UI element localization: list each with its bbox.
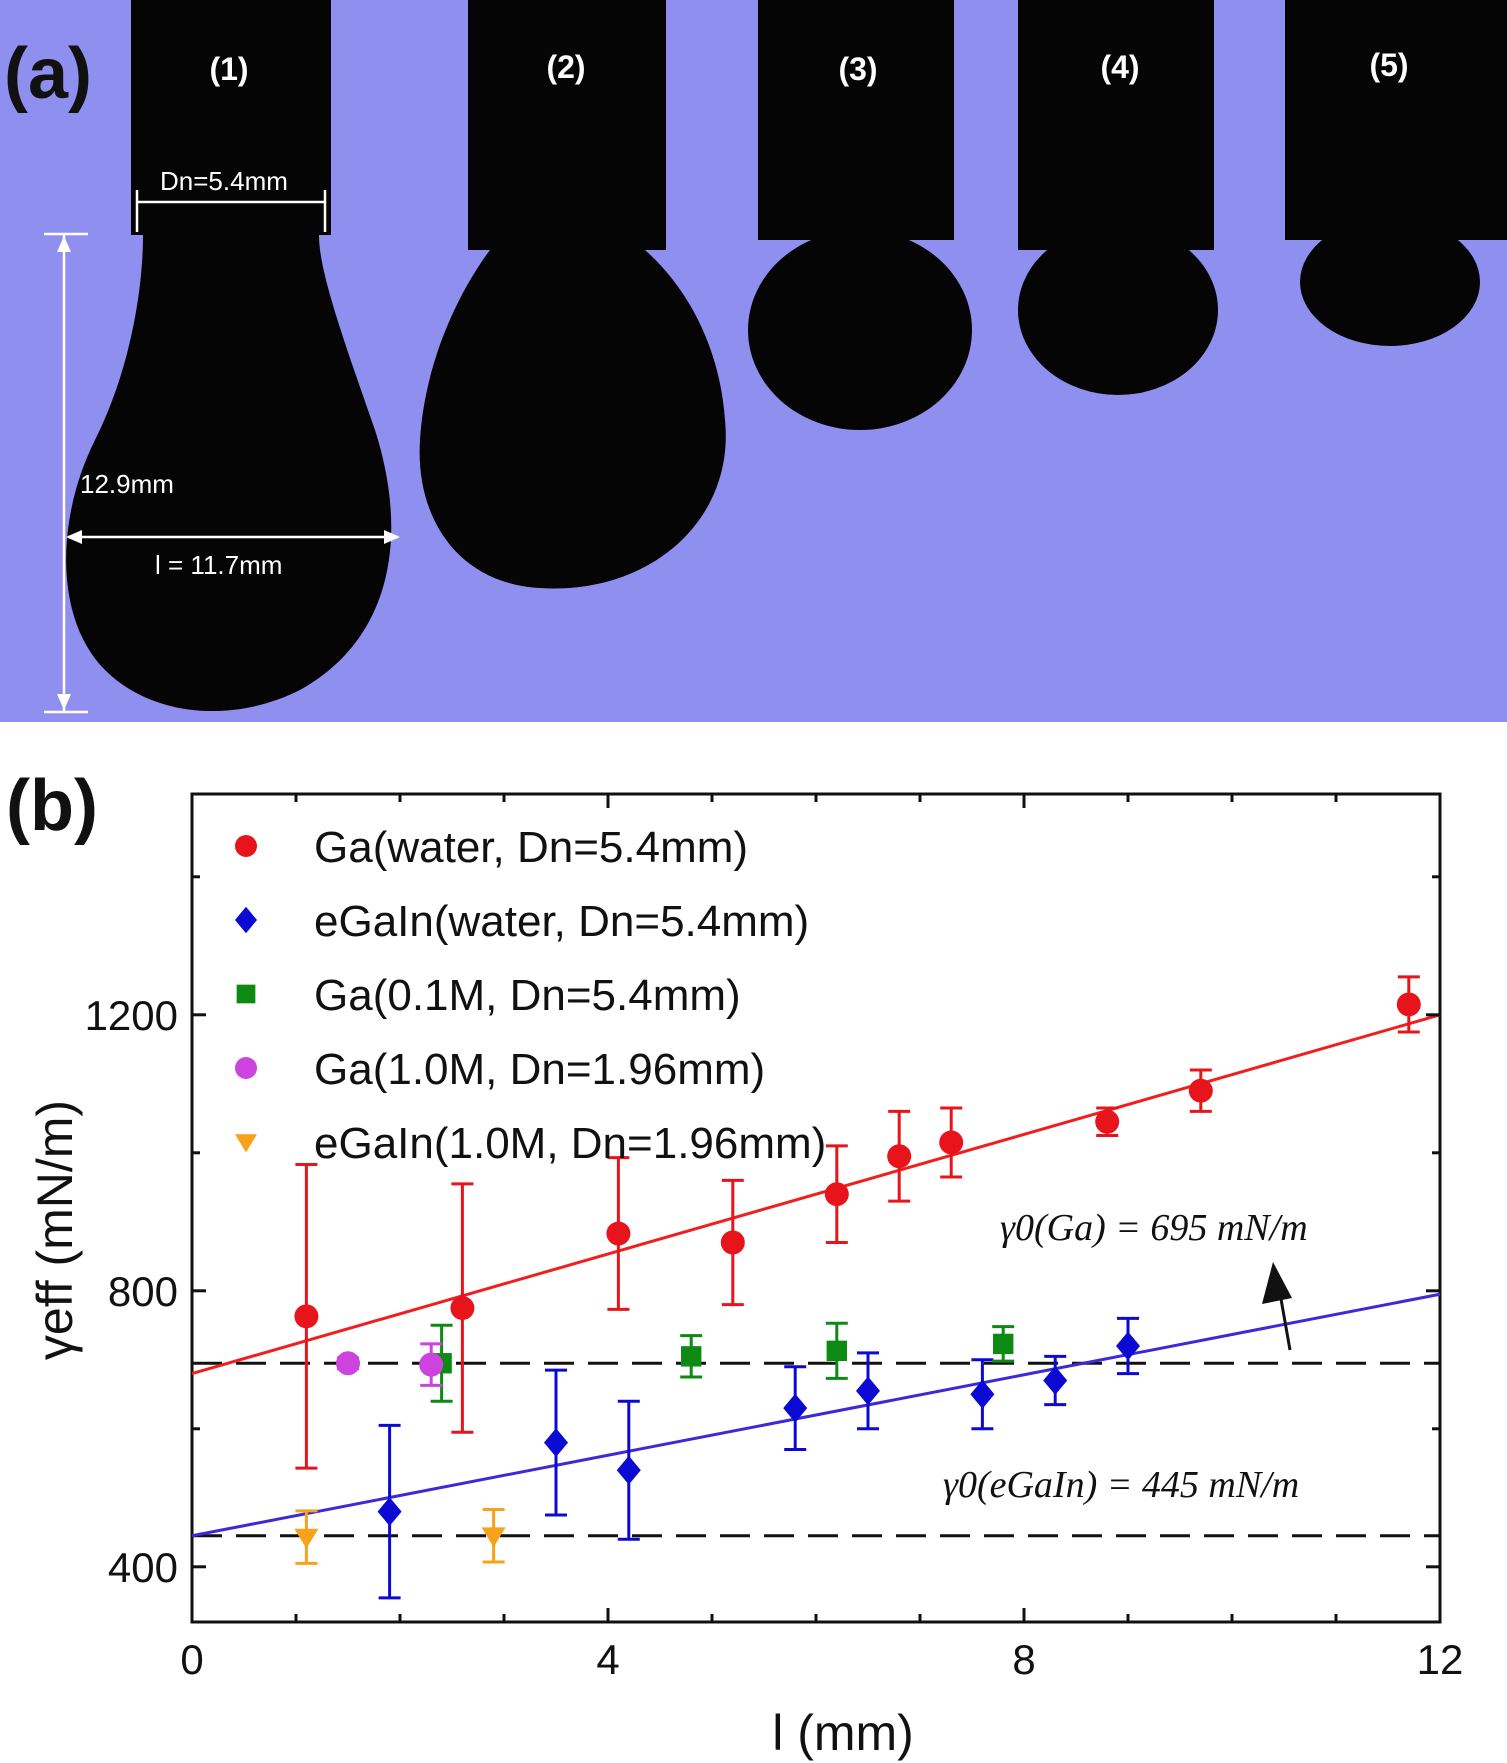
legend-label: Ga(0.1M, Dn=5.4mm): [314, 971, 741, 1020]
data-point: [294, 1528, 319, 1549]
data-point: [720, 1230, 745, 1255]
panel-b: (b) 0 4 8 12 400 800 1200 l (mm) γeff (mN/m) γ…: [6, 766, 1463, 1761]
legend-marker: [235, 1057, 257, 1079]
data-point: [450, 1296, 475, 1321]
drop-label-5: (5): [1369, 47, 1408, 83]
data-point: [336, 1351, 360, 1376]
series-group: [377, 1316, 1140, 1600]
x-tick-label: 0: [180, 1636, 203, 1683]
nozzle-diameter-label: Dn=5.4mm: [160, 166, 288, 196]
reference-lines: [192, 1361, 1440, 1538]
data-point: [1043, 1366, 1068, 1395]
fit-line: [191, 1292, 1441, 1538]
height-label: 12.9mm: [80, 469, 174, 499]
data-point: [1095, 1109, 1120, 1134]
drop-label-3: (3): [838, 51, 877, 87]
data-point: [824, 1182, 849, 1207]
panel-a: (a) (1) (2) (3) (4) (5) Dn=5.4mm 12.9mm …: [0, 0, 1507, 722]
data-point: [783, 1393, 808, 1423]
y-tick-label: 400: [108, 1544, 178, 1591]
plot-frame: [190, 792, 1442, 1624]
drop-label-2: (2): [546, 49, 585, 85]
drop-3: [748, 0, 972, 430]
data-point: [377, 1497, 402, 1526]
width-marker: [66, 530, 400, 544]
data-series: [294, 975, 1421, 1600]
data-point: [681, 1346, 702, 1367]
legend-marker: [235, 1134, 257, 1153]
gamma-egain-annotation: γ0(eGaIn) = 445 mN/m: [943, 1464, 1299, 1506]
x-tick-label: 4: [596, 1636, 619, 1683]
drop-5: [1285, 0, 1507, 346]
data-point: [616, 1455, 641, 1485]
panel-b-label: (b): [6, 766, 98, 846]
nozzle-diameter-marker: [135, 190, 327, 232]
data-point: [887, 1144, 912, 1169]
drop-label-4: (4): [1100, 49, 1139, 85]
plot-area: 0 4 8 12 400 800 1200: [85, 792, 1464, 1683]
x-axis-title: l (mm): [772, 1705, 914, 1761]
data-point: [544, 1428, 568, 1457]
legend-label: Ga(1.0M, Dn=1.96mm): [314, 1045, 765, 1094]
series-group: [294, 975, 1421, 1470]
x-tick-label: 8: [1012, 1636, 1035, 1683]
drop-label-1: (1): [209, 51, 248, 87]
legend-marker: [235, 835, 257, 857]
legend: Ga(water, Dn=5.4mm) eGaIn(water, Dn=5.4mm…: [235, 823, 826, 1168]
y-tick-label: 800: [108, 1268, 178, 1315]
data-point: [970, 1379, 995, 1409]
drop-1: [66, 0, 392, 712]
gamma-ga-annotation: γ0(Ga) = 695 mN/m: [1000, 1207, 1308, 1249]
y-axis-title: γeff (mN/m): [27, 1100, 83, 1360]
x-tick-label: 12: [1417, 1636, 1464, 1683]
panel-a-label: (a): [4, 34, 92, 114]
data-point: [419, 1352, 444, 1377]
data-point: [826, 1340, 847, 1362]
axis-ticks: 0 4 8 12 400 800 1200: [85, 794, 1464, 1683]
data-point: [993, 1333, 1014, 1355]
fit-lines: [191, 1013, 1441, 1538]
y-tick-label: 1200: [85, 992, 178, 1039]
data-point: [481, 1527, 506, 1548]
legend-marker: [235, 906, 257, 934]
legend-marker: [236, 984, 256, 1004]
drop-2: [419, 0, 726, 589]
data-point: [1188, 1078, 1213, 1103]
data-point: [1116, 1331, 1140, 1361]
gamma-ga-arrow: [1262, 1262, 1292, 1351]
series-group: [336, 1342, 444, 1387]
height-marker: [44, 232, 88, 714]
width-label: l = 11.7mm: [155, 550, 282, 580]
data-point: [939, 1130, 964, 1155]
data-point: [1396, 992, 1421, 1017]
legend-label: Ga(water, Dn=5.4mm): [314, 823, 748, 872]
data-point: [606, 1221, 631, 1246]
legend-label: eGaIn(water, Dn=5.4mm): [314, 897, 809, 946]
series-group: [294, 1508, 506, 1565]
legend-label: eGaIn(1.0M, Dn=1.96mm): [314, 1119, 826, 1168]
data-point: [294, 1304, 319, 1329]
data-point: [856, 1376, 880, 1406]
drop-4: [1018, 0, 1218, 395]
fit-line: [191, 1013, 1441, 1376]
